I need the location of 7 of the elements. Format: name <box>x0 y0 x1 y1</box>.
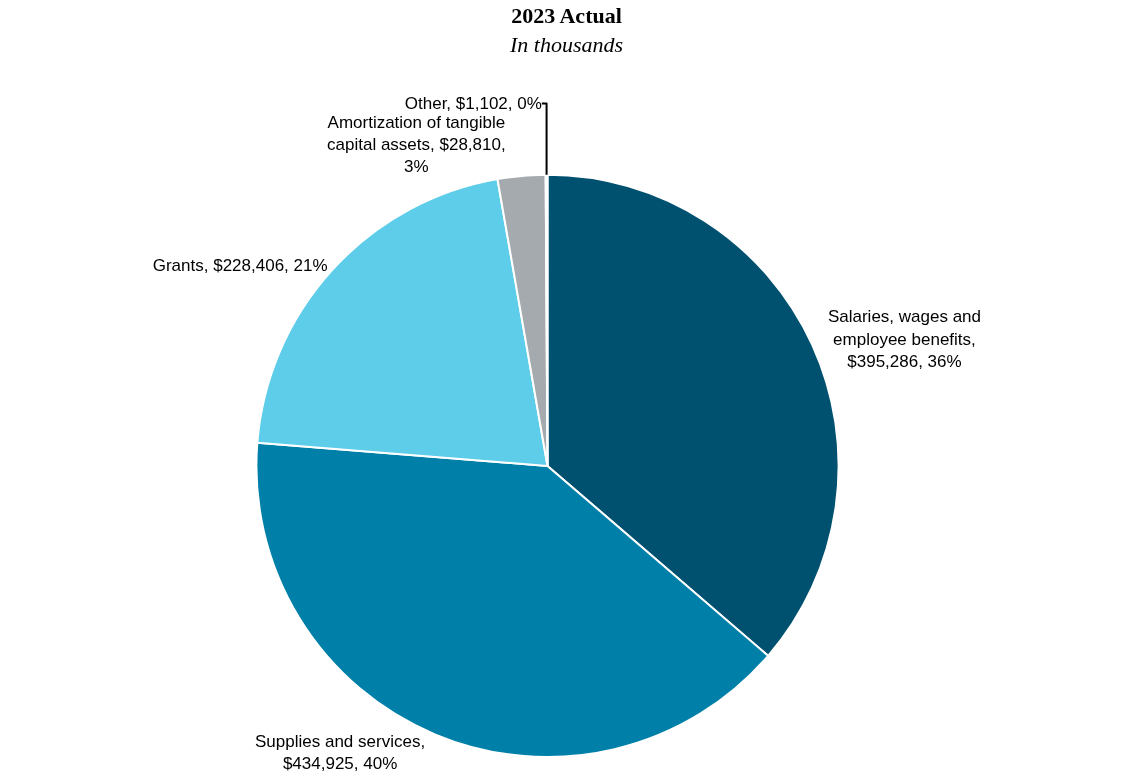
slice-label: Other, $1,102, 0% <box>404 94 542 113</box>
slice-label: Supplies and services, $434,925, 40% <box>255 731 426 773</box>
chart-title: 2023 Actual <box>511 3 622 29</box>
slice-label: Grants, $228,406, 21% <box>152 256 328 276</box>
slice-label: Amortization of tangible capital assets, $28,810, 3% <box>327 113 506 177</box>
chart-subtitle: In thousands <box>508 31 624 57</box>
slice-label: Salaries, wages and employee benefits, $395,286, 36% <box>827 307 982 371</box>
